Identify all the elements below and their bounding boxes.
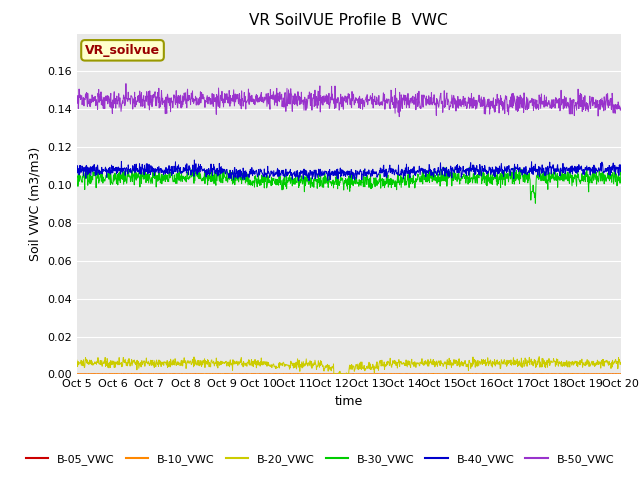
Text: VR_soilvue: VR_soilvue — [85, 44, 160, 57]
B-40_VWC — [191, 157, 198, 163]
B-10_VWC — [136, 371, 144, 376]
B-50_VWC — [617, 105, 625, 111]
B-05_VWC — [195, 372, 202, 377]
B-10_VWC — [553, 371, 561, 377]
B-20_VWC — [255, 362, 262, 368]
B-05_VWC — [287, 371, 294, 377]
Y-axis label: Soil VWC (m3/m3): Soil VWC (m3/m3) — [29, 147, 42, 261]
B-30_VWC — [532, 201, 540, 206]
B-10_VWC — [505, 371, 513, 377]
B-50_VWC — [181, 97, 189, 103]
B-10_VWC — [195, 371, 202, 376]
B-40_VWC — [295, 178, 303, 184]
B-10_VWC — [181, 371, 189, 377]
B-20_VWC — [73, 357, 81, 363]
B-30_VWC — [553, 173, 561, 179]
B-20_VWC — [180, 360, 188, 365]
B-05_VWC — [505, 372, 513, 377]
B-20_VWC — [330, 372, 338, 377]
Line: B-30_VWC: B-30_VWC — [77, 167, 621, 204]
B-05_VWC — [181, 372, 189, 377]
B-50_VWC — [505, 105, 513, 110]
B-30_VWC — [617, 171, 625, 177]
B-10_VWC — [434, 371, 442, 376]
B-30_VWC — [73, 171, 81, 177]
B-05_VWC — [75, 372, 83, 377]
B-10_VWC — [73, 371, 81, 377]
B-40_VWC — [553, 168, 561, 174]
B-10_VWC — [617, 371, 625, 377]
B-40_VWC — [255, 170, 263, 176]
B-20_VWC — [617, 360, 625, 365]
B-10_VWC — [255, 371, 263, 377]
B-50_VWC — [195, 102, 202, 108]
B-40_VWC — [195, 169, 202, 175]
Line: B-20_VWC: B-20_VWC — [77, 357, 621, 374]
B-40_VWC — [617, 165, 625, 170]
Title: VR SoilVUE Profile B  VWC: VR SoilVUE Profile B VWC — [250, 13, 448, 28]
B-50_VWC — [553, 100, 561, 106]
B-20_VWC — [535, 354, 543, 360]
B-30_VWC — [505, 179, 513, 185]
B-05_VWC — [553, 372, 561, 377]
B-20_VWC — [553, 360, 561, 365]
B-50_VWC — [434, 99, 442, 105]
B-20_VWC — [434, 363, 442, 369]
B-30_VWC — [194, 170, 202, 176]
B-40_VWC — [73, 170, 81, 176]
B-05_VWC — [73, 371, 81, 377]
B-50_VWC — [73, 100, 81, 106]
X-axis label: time: time — [335, 395, 363, 408]
B-10_VWC — [604, 371, 611, 377]
Line: B-10_VWC: B-10_VWC — [77, 373, 621, 374]
B-20_VWC — [505, 360, 513, 366]
B-05_VWC — [617, 371, 625, 377]
B-30_VWC — [180, 175, 188, 180]
Line: B-50_VWC: B-50_VWC — [77, 84, 621, 117]
B-05_VWC — [255, 372, 263, 377]
B-20_VWC — [194, 358, 202, 363]
B-40_VWC — [180, 165, 188, 171]
B-30_VWC — [255, 175, 262, 180]
B-50_VWC — [255, 99, 263, 105]
B-30_VWC — [433, 180, 441, 186]
Line: B-40_VWC: B-40_VWC — [77, 160, 621, 181]
B-05_VWC — [434, 372, 442, 377]
Legend: B-05_VWC, B-10_VWC, B-20_VWC, B-30_VWC, B-40_VWC, B-50_VWC: B-05_VWC, B-10_VWC, B-20_VWC, B-30_VWC, … — [22, 450, 618, 469]
B-40_VWC — [505, 163, 513, 168]
B-50_VWC — [396, 114, 403, 120]
B-50_VWC — [122, 81, 130, 86]
B-30_VWC — [466, 164, 474, 170]
B-40_VWC — [434, 170, 442, 176]
